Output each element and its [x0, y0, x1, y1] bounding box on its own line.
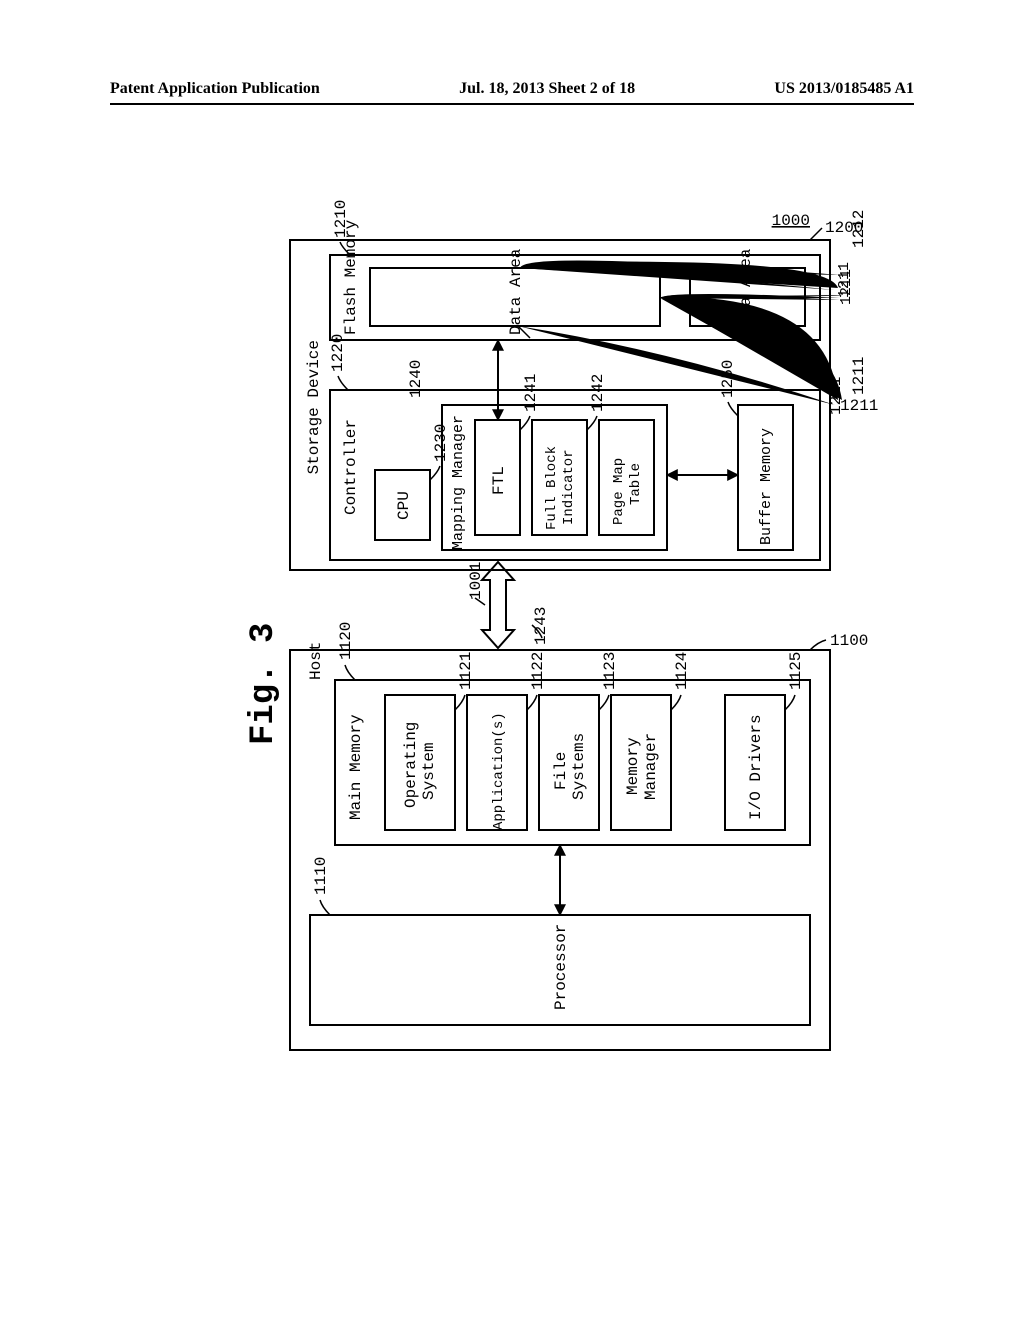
header-center: Jul. 18, 2013 Sheet 2 of 18 [459, 80, 635, 98]
fbi-label2: Indicator [561, 449, 577, 525]
pmt-label1: Page Map [611, 458, 627, 525]
ref-flash: 1210 [332, 200, 350, 238]
header-rule [110, 103, 914, 105]
fbi-label1: Full Block [544, 446, 560, 530]
lead-processor [320, 900, 330, 915]
header-left: Patent Application Publication [110, 80, 320, 98]
ref-fbi: 1242 [589, 374, 607, 412]
page-header: Patent Application Publication Jul. 18, … [110, 80, 914, 98]
main-memory-label: Main Memory [347, 714, 365, 820]
fs-label1: File [552, 752, 570, 790]
diagram: 1000 Host 1100 Processor 1110 Main Memor… [270, 180, 880, 1080]
lead-storage [810, 228, 822, 240]
ref-ftl: 1241 [522, 374, 540, 412]
processor-label: Processor [552, 924, 570, 1010]
ref-os: 1121 [457, 652, 475, 690]
lead-buffer [728, 402, 738, 416]
header-right: US 2013/0185485 A1 [774, 80, 914, 98]
lead-host [810, 640, 826, 650]
apps-label: Application(s) [491, 712, 507, 830]
ref-pmt-near-bus: 1243 [532, 607, 550, 645]
storage-label: Storage Device [305, 340, 323, 474]
cpu-label: CPU [395, 491, 413, 520]
pmt-label2: Table [628, 463, 644, 505]
bus-arrow [482, 562, 514, 648]
ref-1212-overlay: 1212 [850, 210, 868, 248]
lead-mainmem [345, 665, 355, 680]
ref-system: 1000 [772, 212, 810, 230]
lead-fbi [587, 416, 597, 430]
ref-io: 1125 [787, 652, 805, 690]
page: Patent Application Publication Jul. 18, … [0, 0, 1024, 1320]
ref-1211-overlay: 1211 [850, 357, 868, 395]
io-label: I/O Drivers [747, 714, 765, 820]
ref-1211: 1211 [840, 397, 878, 415]
mm-label2: Manager [642, 733, 660, 800]
ref-fs: 1123 [601, 652, 619, 690]
os-label2: System [420, 742, 438, 800]
ref-mm: 1124 [673, 652, 691, 690]
lead-mm [671, 695, 681, 710]
visible-1211: 1211 [836, 262, 853, 298]
ref-mapmgr: 1240 [407, 360, 425, 398]
S1211h [520, 262, 838, 288]
buffer-label: Buffer Memory [758, 428, 775, 545]
lead-io [785, 695, 795, 710]
ref-apps: 1122 [529, 652, 547, 690]
ref-host: 1100 [830, 632, 868, 650]
host-label: Host [307, 642, 325, 680]
mapmgr-label: Mapping Manager [450, 415, 467, 550]
mm-label1: Memory [624, 737, 642, 795]
ftl-label: FTL [490, 466, 508, 495]
fs-label2: Systems [570, 733, 588, 800]
controller-label: Controller [342, 419, 360, 515]
ref-bus: 1001 [467, 562, 485, 600]
lead-os [455, 695, 465, 710]
lead-ctrl [338, 376, 348, 390]
data-area-label: Data Area [507, 248, 525, 335]
os-label1: Operating [402, 722, 420, 808]
lead-cpu [430, 466, 440, 480]
lead-fs [599, 695, 609, 710]
ref-mainmem: 1120 [337, 622, 355, 660]
lead-ftl [520, 416, 530, 430]
lead-apps [527, 695, 537, 710]
ref-processor: 1110 [312, 857, 330, 895]
